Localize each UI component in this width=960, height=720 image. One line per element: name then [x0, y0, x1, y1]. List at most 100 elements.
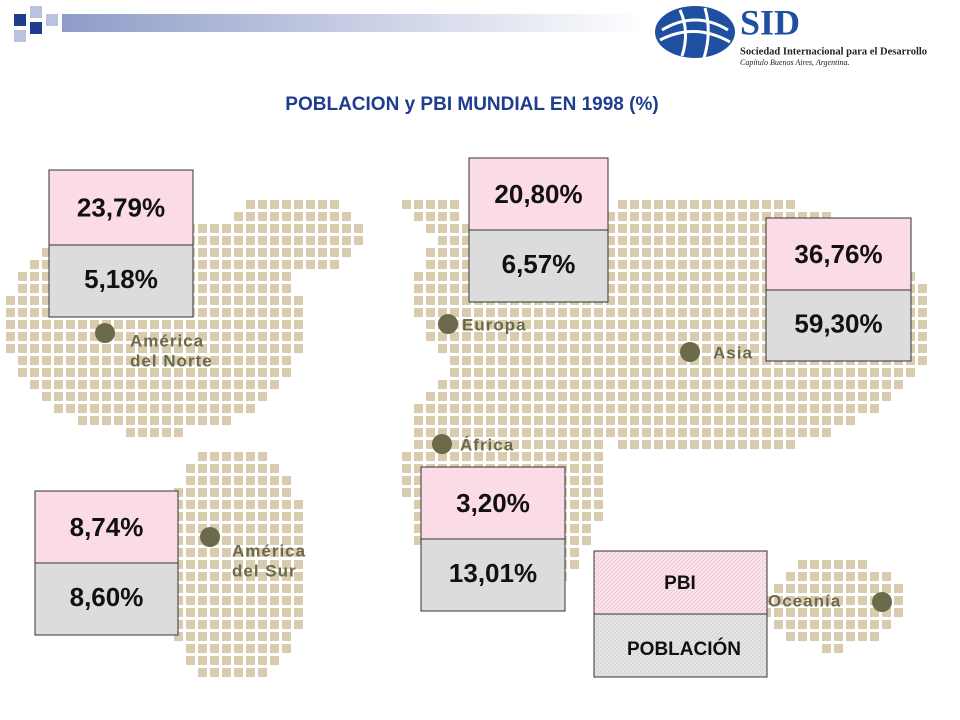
map-dot — [798, 416, 807, 425]
map-dot — [582, 344, 591, 353]
map-dot — [738, 260, 747, 269]
map-dot — [450, 332, 459, 341]
map-dot — [258, 608, 267, 617]
map-dot — [546, 440, 555, 449]
map-dot — [642, 248, 651, 257]
map-dot — [714, 200, 723, 209]
map-dot — [186, 500, 195, 509]
map-dot — [606, 224, 615, 233]
map-dot — [558, 320, 567, 329]
map-dot — [162, 356, 171, 365]
map-dot — [738, 248, 747, 257]
map-dot — [714, 308, 723, 317]
map-dot — [414, 200, 423, 209]
map-dot — [234, 500, 243, 509]
map-dot — [666, 296, 675, 305]
map-dot — [570, 500, 579, 509]
map-dot — [258, 332, 267, 341]
map-dot — [210, 332, 219, 341]
map-dot — [918, 356, 927, 365]
map-dot — [738, 392, 747, 401]
map-dot — [834, 368, 843, 377]
map-dot — [642, 404, 651, 413]
map-dot — [198, 344, 207, 353]
map-dot — [150, 368, 159, 377]
map-dot — [690, 404, 699, 413]
map-dot — [210, 368, 219, 377]
map-dot — [726, 404, 735, 413]
map-dot — [246, 452, 255, 461]
map-dot — [258, 236, 267, 245]
map-dot — [174, 428, 183, 437]
map-dot — [642, 416, 651, 425]
map-dot — [258, 224, 267, 233]
map-dot — [138, 368, 147, 377]
map-dot — [294, 212, 303, 221]
map-dot — [534, 356, 543, 365]
poblacion-box — [48, 244, 194, 318]
map-dot — [450, 212, 459, 221]
map-dot — [594, 368, 603, 377]
map-dot — [210, 500, 219, 509]
map-dot — [66, 356, 75, 365]
map-dot — [246, 392, 255, 401]
map-dot — [870, 608, 879, 617]
map-dot — [198, 560, 207, 569]
map-dot — [918, 284, 927, 293]
map-dot — [690, 260, 699, 269]
map-dot — [522, 392, 531, 401]
poblacion-box — [34, 562, 179, 636]
map-dot — [258, 572, 267, 581]
map-dot — [702, 320, 711, 329]
map-dot — [498, 440, 507, 449]
map-dot — [570, 560, 579, 569]
map-dot — [834, 584, 843, 593]
map-dot — [114, 416, 123, 425]
map-dot — [282, 212, 291, 221]
map-dot — [294, 332, 303, 341]
map-dot — [822, 572, 831, 581]
map-dot — [270, 476, 279, 485]
map-dot — [702, 332, 711, 341]
map-dot — [234, 560, 243, 569]
map-dot — [846, 584, 855, 593]
map-dot — [474, 356, 483, 365]
map-dot — [246, 224, 255, 233]
map-dot — [246, 512, 255, 521]
map-dot — [858, 380, 867, 389]
map-dot — [546, 452, 555, 461]
map-dot — [282, 356, 291, 365]
map-dot — [726, 260, 735, 269]
map-dot — [906, 368, 915, 377]
map-dot — [810, 596, 819, 605]
map-dot — [498, 416, 507, 425]
map-dot — [78, 344, 87, 353]
map-dot — [234, 572, 243, 581]
map-dot — [618, 368, 627, 377]
map-dot — [642, 356, 651, 365]
map-dot — [846, 596, 855, 605]
map-dot — [78, 356, 87, 365]
map-dot — [222, 284, 231, 293]
map-dot — [834, 620, 843, 629]
map-dot — [726, 284, 735, 293]
map-dot — [90, 380, 99, 389]
map-dot — [726, 428, 735, 437]
map-dot — [870, 584, 879, 593]
map-dot — [570, 548, 579, 557]
map-dot — [270, 332, 279, 341]
region-label: Europa — [462, 315, 527, 334]
map-dot — [174, 632, 183, 641]
map-dot — [270, 572, 279, 581]
map-dot — [354, 236, 363, 245]
title: POBLACION y PBI MUNDIAL EN 1998 (%) — [285, 94, 658, 115]
map-dot — [66, 368, 75, 377]
map-dot — [210, 512, 219, 521]
map-dot — [606, 308, 615, 317]
map-dot — [246, 464, 255, 473]
map-dot — [210, 224, 219, 233]
map-dot — [246, 668, 255, 677]
map-dot — [654, 392, 663, 401]
map-dot — [810, 392, 819, 401]
